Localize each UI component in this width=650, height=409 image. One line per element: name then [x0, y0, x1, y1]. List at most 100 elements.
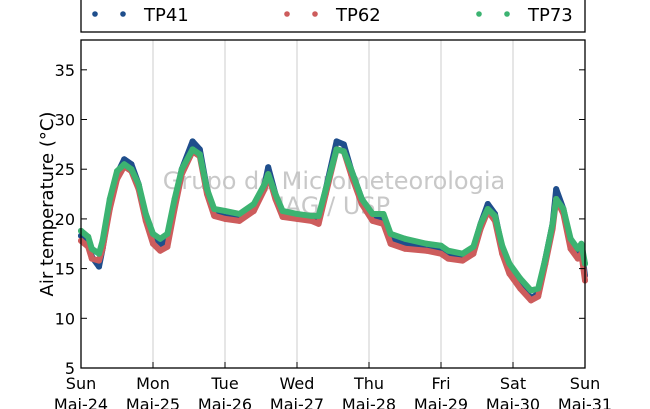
point-TP62-19 — [211, 212, 218, 219]
point-TP62-43 — [470, 250, 477, 257]
point-TP73-14 — [171, 196, 178, 203]
y-tick-label-1: 10 — [55, 309, 75, 328]
point-TP73-46 — [492, 212, 498, 219]
legend: TP41 TP62 TP73 — [80, 0, 586, 33]
point-TP73-42 — [459, 250, 466, 257]
point-TP73-15 — [178, 166, 185, 173]
point-TP41-16 — [189, 138, 196, 145]
y-tick-label-0: 5 — [65, 359, 75, 378]
point-TP73-31 — [333, 146, 340, 153]
point-TP41-7 — [121, 156, 128, 163]
point-TP73-1 — [85, 233, 92, 240]
point-TP73-24 — [265, 171, 272, 178]
point-TP62-26 — [279, 213, 286, 220]
point-TP73-43 — [470, 243, 477, 250]
point-TP73-30 — [322, 186, 329, 193]
legend-label-TP41: TP41 — [143, 5, 189, 26]
x-tick-label-day-1: Mon — [136, 374, 170, 393]
point-TP73-56 — [567, 235, 574, 242]
point-TP41-24 — [265, 164, 272, 171]
point-TP73-9 — [135, 181, 142, 188]
y-tick-label-5: 30 — [55, 111, 75, 130]
x-tick-label-day-5: Fri — [431, 374, 450, 393]
point-TP73-20 — [222, 207, 228, 214]
point-TP62-29 — [315, 220, 322, 227]
point-TP73-45 — [484, 205, 491, 212]
point-TP62-51 — [535, 293, 542, 300]
point-TP41-31 — [333, 138, 340, 145]
point-TP62-42 — [459, 257, 466, 264]
legend-label-TP62: TP62 — [335, 5, 381, 26]
grid — [152, 40, 514, 368]
series-layer — [78, 138, 588, 304]
point-TP73-2 — [88, 245, 95, 252]
y-tick-label-6: 35 — [55, 61, 75, 80]
point-TP73-34 — [358, 196, 365, 203]
point-TP73-50 — [528, 287, 534, 294]
point-TP41-45 — [484, 201, 491, 207]
legend-marker-TP62-b — [312, 11, 318, 17]
plot-frame — [80, 39, 586, 369]
point-TP73-35 — [369, 210, 376, 217]
point-TP73-13 — [164, 230, 171, 237]
point-TP62-12 — [157, 247, 164, 254]
point-TP73-26 — [279, 207, 286, 214]
x-tick-label-day-0: Sun — [66, 374, 96, 393]
legend-marker-TP73-b — [504, 11, 510, 17]
point-TP73-54 — [553, 196, 560, 203]
x-tick-label-day-7: Sun — [570, 374, 600, 393]
point-TP41-54 — [553, 186, 560, 193]
x-tick-label-date-0: Mai-24 — [54, 395, 108, 409]
x-tick-label-day-2: Tue — [210, 374, 238, 393]
point-TP73-10 — [142, 210, 149, 217]
y-tick-label-4: 25 — [55, 160, 75, 179]
point-TP62-11 — [150, 240, 156, 247]
point-TP73-55 — [560, 205, 567, 212]
x-tick-label-day-4: Thu — [353, 374, 384, 393]
point-TP73-5 — [106, 196, 113, 203]
point-TP73-38 — [402, 235, 408, 242]
point-TP73-33 — [348, 166, 354, 173]
x-tick-label-date-3: Mai-27 — [270, 395, 324, 409]
point-TP73-17 — [196, 151, 203, 158]
y-tick-label-2: 15 — [55, 260, 75, 279]
point-TP62-41 — [445, 255, 452, 262]
x-tick-label-date-4: Mai-28 — [342, 395, 396, 409]
point-TP73-12 — [157, 235, 164, 242]
point-TP73-29 — [315, 212, 322, 219]
y-tick-label-3: 20 — [55, 210, 75, 229]
point-TP73-49 — [517, 275, 524, 282]
point-TP73-39 — [423, 240, 430, 247]
point-TP73-28 — [308, 212, 315, 219]
point-TP73-41 — [445, 247, 452, 254]
legend-frame — [80, 0, 586, 33]
point-TP73-53 — [549, 220, 556, 227]
x-tick-label-date-1: Mai-25 — [126, 395, 180, 409]
point-TP62-28 — [308, 217, 315, 224]
point-TP73-16 — [189, 146, 196, 153]
x-tick-label-date-5: Mai-29 — [414, 395, 468, 409]
point-TP73-6 — [114, 168, 120, 175]
point-TP73-47 — [499, 242, 506, 249]
point-TP73-21 — [236, 210, 243, 217]
point-TP73-57 — [574, 245, 581, 252]
point-TP62-39 — [423, 247, 430, 254]
point-TP41-3 — [96, 263, 102, 270]
legend-label-TP73: TP73 — [527, 5, 573, 26]
legend-marker-TP73-a — [476, 11, 482, 17]
point-TP73-11 — [150, 230, 156, 237]
point-TP73-36 — [380, 210, 387, 217]
point-TP73-23 — [261, 181, 268, 188]
x-tick-label-day-3: Wed — [280, 374, 315, 393]
point-TP62-13 — [164, 243, 171, 250]
x-tick-label-day-6: Sat — [500, 374, 526, 393]
point-TP73-25 — [272, 191, 279, 198]
point-TP73-37 — [387, 230, 394, 237]
point-TP73-32 — [340, 148, 347, 155]
point-TP73-8 — [128, 166, 135, 173]
legend-marker-TP41-a — [92, 11, 98, 17]
point-TP73-4 — [99, 237, 106, 244]
x-tick-label-date-7: Mai-31 — [558, 395, 612, 409]
point-TP73-40 — [438, 242, 444, 249]
